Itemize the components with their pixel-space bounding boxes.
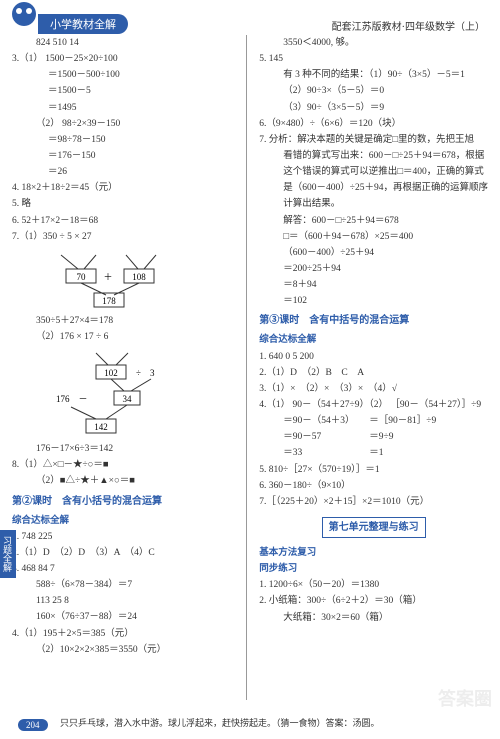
text-line: ＝8＋94 <box>259 277 488 293</box>
text-line: 看错的算式写出来：600－□÷25＋94＝678，根据 <box>259 148 488 164</box>
text-line: 113 25 8 <box>12 593 234 609</box>
text-line: 解答：600－□÷25＋94＝678 <box>259 213 488 229</box>
text-line: ＝90－57＝9÷9 <box>259 429 488 445</box>
text-line: 8.（1）△×□－★÷○＝■ <box>12 457 234 473</box>
text-line: 3.（1） 1500－25×20÷100 <box>12 51 234 67</box>
text-line: ＝1495 <box>12 100 234 116</box>
text-line: 5. 145 <box>259 51 488 67</box>
text-line: ＝1500－500÷100 <box>12 67 234 83</box>
text-line: （2）90÷3×（5－5）＝0 <box>259 83 488 99</box>
text-line: 1. 1200÷6×（50－20）＝1380 <box>259 577 488 593</box>
text-line: 2.（1）D （2）B C A <box>259 365 488 381</box>
svg-text:108: 108 <box>132 272 146 282</box>
text-line: 这个错误的算式可以逆推出□＝400，正确的算式 <box>259 164 488 180</box>
right-column: 3550＜4000, 够。 5. 145 有 3 种不同的结果：（1）90÷（3… <box>247 35 500 700</box>
text-line: 5. 810÷［27×（570÷19）］＝1 <box>259 462 488 478</box>
text-line: 5. 略 <box>12 196 234 212</box>
text-line: 6.（9×480）÷（6×6）＝120（块） <box>259 116 488 132</box>
text-line: □＝（600＋94－678）×25＝400 <box>259 229 488 245</box>
tree-diagram-1: 70 ＋ 108 178 <box>36 249 234 309</box>
lesson-heading: 第②课时 含有小括号的混合运算 <box>12 493 234 510</box>
text-line: （2）■△÷★＋▲×○＝■ <box>12 473 234 489</box>
text-line: ＝33＝1 <box>259 445 488 461</box>
text-line: 3. 468 84 7 <box>12 561 234 577</box>
text-line: （2）176 × 17 ÷ 6 <box>12 329 234 345</box>
text-line: 6. 52＋17×2－18＝68 <box>12 213 234 229</box>
unit-heading-wrap: 第七单元整理与练习 <box>259 514 488 541</box>
section-heading: 综合达标全解 <box>12 513 234 529</box>
text-line: 7.［（225＋20）×2＋15］×2＝1010（元） <box>259 494 488 510</box>
tree-svg: 70 ＋ 108 178 <box>36 249 176 309</box>
watermark: 答案圈 <box>438 685 492 711</box>
text-line: 4. 18×2＋18÷2＝45（元） <box>12 180 234 196</box>
text-line: 824 510 14 <box>12 35 234 51</box>
page-footer: 204 只只乒乓球，潜入水中游。球儿浮起来，赶快捞起走。（猜一食物）答案：汤圆。 <box>0 711 500 739</box>
text-line: （2）10×2×2×385＝3550（元） <box>12 642 234 658</box>
text-line: 是（600－400）÷25＋94，再根据正确的运算顺序 <box>259 180 488 196</box>
left-column: 824 510 14 3.（1） 1500－25×20÷100 ＝1500－50… <box>0 35 246 700</box>
text-line: 7. 分析：解决本题的关键是确定□里的数，先把王旭 <box>259 132 488 148</box>
text-line: 3.（1）× （2）× （3）× （4）√ <box>259 381 488 397</box>
box-value: 70 <box>77 272 87 282</box>
text-line: 4.（1） 90－（54＋27÷9）（2） ［90－（54＋27）］÷9 <box>259 397 488 413</box>
tree-svg: 102 ÷ 3 176 － 34 142 <box>36 349 186 437</box>
text-line: （3）90÷（3×5－5）＝9 <box>259 100 488 116</box>
svg-text:176 －: 176 － <box>56 394 88 404</box>
page-number: 204 <box>18 719 48 731</box>
text-line: 6. 360－180÷（9×10） <box>259 478 488 494</box>
text-line: 176－17×6÷3＝142 <box>12 441 234 457</box>
tree-diagram-2: 102 ÷ 3 176 － 34 142 <box>36 349 234 437</box>
text-line: 计算出结果。 <box>259 196 488 212</box>
svg-text:34: 34 <box>123 394 133 404</box>
svg-text:÷ 3: ÷ 3 <box>136 368 155 378</box>
svg-text:102: 102 <box>104 368 118 378</box>
text-line: ＝90－（54＋3）＝［90－81］÷9 <box>259 413 488 429</box>
section-heading: 同步练习 <box>259 561 488 577</box>
text-line: 2.（1）D （2）D （3）A （4）C <box>12 545 234 561</box>
side-tab: 习题全解 <box>0 530 16 578</box>
text-line: 大纸箱：30×2＝60（箱） <box>259 610 488 626</box>
text-line: 588÷（6×78－384）＝7 <box>12 577 234 593</box>
content-area: 824 510 14 3.（1） 1500－25×20÷100 ＝1500－50… <box>0 30 500 700</box>
text-line: （600－400）÷25＋94 <box>259 245 488 261</box>
series-title: 小学教材全解 <box>38 14 128 34</box>
unit-heading: 第七单元整理与练习 <box>322 517 426 538</box>
text-line: 7.（1）350 ÷ 5 × 27 <box>12 229 234 245</box>
footer-riddle: 只只乒乓球，潜入水中游。球儿浮起来，赶快捞起走。（猜一食物）答案：汤圆。 <box>60 716 380 729</box>
section-heading: 综合达标全解 <box>259 332 488 348</box>
text-line: 160×（76÷37－88）＝24 <box>12 609 234 625</box>
svg-text:＋: ＋ <box>103 272 112 282</box>
lesson-heading: 第③课时 含有中括号的混合运算 <box>259 312 488 329</box>
text-line: 2. 小纸箱：300÷（6÷2＋2）＝30（箱） <box>259 593 488 609</box>
text-line: ＝98÷78－150 <box>12 132 234 148</box>
book-title: 配套江苏版教材·四年级数学（上） <box>332 18 485 33</box>
logo-icon <box>12 2 36 26</box>
text-line: ＝102 <box>259 293 488 309</box>
svg-text:142: 142 <box>94 422 108 432</box>
text-line: ＝26 <box>12 164 234 180</box>
section-heading: 基本方法复习 <box>259 545 488 561</box>
text-line: 350÷5＋27×4＝178 <box>12 313 234 329</box>
text-line: 1. 748 225 <box>12 529 234 545</box>
text-line: 4.（1）195＋2×5＝385（元） <box>12 626 234 642</box>
text-line: 3550＜4000, 够。 <box>259 35 488 51</box>
text-line: ＝176－150 <box>12 148 234 164</box>
text-line: ＝200÷25＋94 <box>259 261 488 277</box>
text-line: 有 3 种不同的结果：（1）90÷（3×5）－5＝1 <box>259 67 488 83</box>
text-line: ＝1500－5 <box>12 83 234 99</box>
text-line: （2） 98÷2×39－150 <box>12 116 234 132</box>
svg-text:178: 178 <box>102 296 116 306</box>
page-header: 小学教材全解 配套江苏版教材·四年级数学（上） <box>0 0 500 30</box>
text-line: 1. 640 0 5 200 <box>259 349 488 365</box>
